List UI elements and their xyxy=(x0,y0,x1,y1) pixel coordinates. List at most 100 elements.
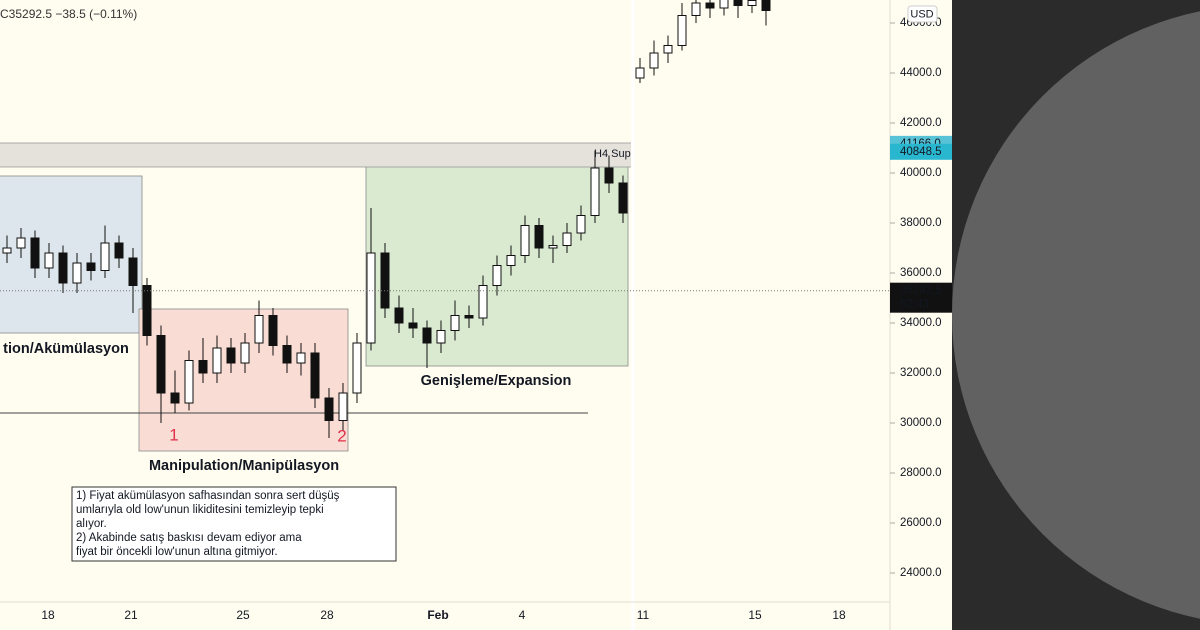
price-label-bg xyxy=(890,143,952,160)
candle-body xyxy=(394,307,404,324)
candle-body xyxy=(226,347,236,364)
resistance-label: H4 Sup xyxy=(594,148,631,160)
candle-body xyxy=(310,352,320,399)
y-tick-label: 30000.0 xyxy=(900,417,942,429)
note-line: fiyat bir öncekli low'unun altına gitmiy… xyxy=(76,546,278,558)
x-tick-label: 28 xyxy=(320,608,334,622)
candle-body xyxy=(576,215,586,234)
candle-body xyxy=(492,265,502,286)
candle-body xyxy=(618,182,628,214)
candle-body xyxy=(534,225,544,249)
candle-body xyxy=(548,245,558,249)
marker: 1 xyxy=(169,425,178,444)
candle-body xyxy=(719,0,729,9)
candle-body xyxy=(240,342,250,364)
candle-body xyxy=(198,360,208,374)
x-tick-label: 25 xyxy=(236,608,250,622)
candle-body xyxy=(464,315,474,319)
candle-body xyxy=(128,257,138,286)
y-tick-label: 42000.0 xyxy=(900,117,942,129)
candle-body xyxy=(705,2,715,9)
y-tick-label: 28000.0 xyxy=(900,467,942,479)
candle-body xyxy=(366,252,376,344)
candle-body xyxy=(16,237,26,249)
candle-body xyxy=(663,45,673,54)
zone-label: Manipulation/Manipülasyon xyxy=(149,458,339,474)
x-tick-label: 18 xyxy=(41,608,55,622)
zone-label: Genişleme/Expansion xyxy=(421,373,572,389)
candle-body xyxy=(649,52,659,69)
x-tick-label: 11 xyxy=(637,608,650,622)
marker: 2 xyxy=(337,426,346,445)
candle-body xyxy=(338,392,348,421)
decor-circle xyxy=(952,11,1200,619)
y-tick-label: 24000.0 xyxy=(900,567,942,579)
note-box xyxy=(71,486,397,562)
candle-body xyxy=(268,315,278,346)
candle-body xyxy=(635,67,645,79)
resistance-zone xyxy=(0,142,631,168)
note-line: 1) Fiyat akümülasyon safhasından sonra s… xyxy=(76,490,340,502)
currency-box xyxy=(907,5,938,23)
y-tick-label: 34000.0 xyxy=(900,317,942,329)
candle-body xyxy=(156,335,166,394)
candle-body xyxy=(604,167,614,184)
candle-body xyxy=(30,237,40,269)
x-tick-label: Feb xyxy=(427,608,448,622)
x-tick-label: 21 xyxy=(124,608,138,622)
note-line: umlarıyla old low'unun likiditesini temi… xyxy=(76,504,324,516)
candle-body xyxy=(677,15,687,46)
candle-body xyxy=(254,315,264,344)
candle-body xyxy=(296,352,306,364)
candle-body xyxy=(352,342,362,394)
candle-body xyxy=(2,247,12,254)
countdown: 52:43 xyxy=(900,299,929,311)
price-label: 40848.5 xyxy=(900,146,942,158)
candle-body xyxy=(590,167,600,216)
currency: USD xyxy=(910,8,933,20)
x-tick-label: 4 xyxy=(519,608,526,622)
note-line: alıyor. xyxy=(76,518,107,530)
left-pane: H4 Sup xyxy=(0,142,631,452)
candle-body xyxy=(436,330,446,344)
candle-body xyxy=(142,285,152,336)
candle-body xyxy=(170,392,180,404)
candle-body xyxy=(86,262,96,271)
candle-body xyxy=(380,252,390,309)
note-line: 2) Akabinde satış baskısı devam ediyor a… xyxy=(76,532,302,544)
candle-body xyxy=(761,0,771,11)
y-tick-label: 32000.0 xyxy=(900,367,942,379)
candle-body xyxy=(506,255,516,266)
candle-body xyxy=(450,315,460,331)
candle-body xyxy=(72,262,82,284)
candle-body xyxy=(747,0,757,6)
candle-body xyxy=(562,232,572,246)
candle-body xyxy=(100,242,110,271)
last-price-bg xyxy=(890,282,952,313)
candle-body xyxy=(212,347,222,374)
right-pane xyxy=(635,0,771,83)
zone-label: tion/Akümülasyon xyxy=(3,341,129,357)
candle-body xyxy=(324,397,334,421)
y-tick-label: 36000.0 xyxy=(900,267,942,279)
candle-body xyxy=(478,285,488,319)
candle-body xyxy=(282,345,292,364)
candle-body xyxy=(44,252,54,269)
y-tick-label: 40000.0 xyxy=(900,167,942,179)
candle-body xyxy=(422,327,432,344)
x-tick-label: 15 xyxy=(748,608,762,622)
candle-body xyxy=(691,2,701,16)
candle-body xyxy=(408,322,418,329)
price-axis: 24000.0 26000.0 28000.0 30000.0 32000.0 34000… xyxy=(890,17,952,579)
x-tick-label: 18 xyxy=(832,608,846,622)
last-price-label: 35292.5 xyxy=(900,285,942,297)
y-tick-label: 38000.0 xyxy=(900,217,942,229)
y-tick-label: 44000.0 xyxy=(900,67,942,79)
candle-body xyxy=(114,242,124,259)
header: C35292.5 −38.5 (−0.11%) xyxy=(0,7,137,21)
candle-body xyxy=(58,252,68,284)
candle-body xyxy=(733,0,743,6)
y-tick-label: 26000.0 xyxy=(900,517,942,529)
candle-body xyxy=(184,360,194,404)
